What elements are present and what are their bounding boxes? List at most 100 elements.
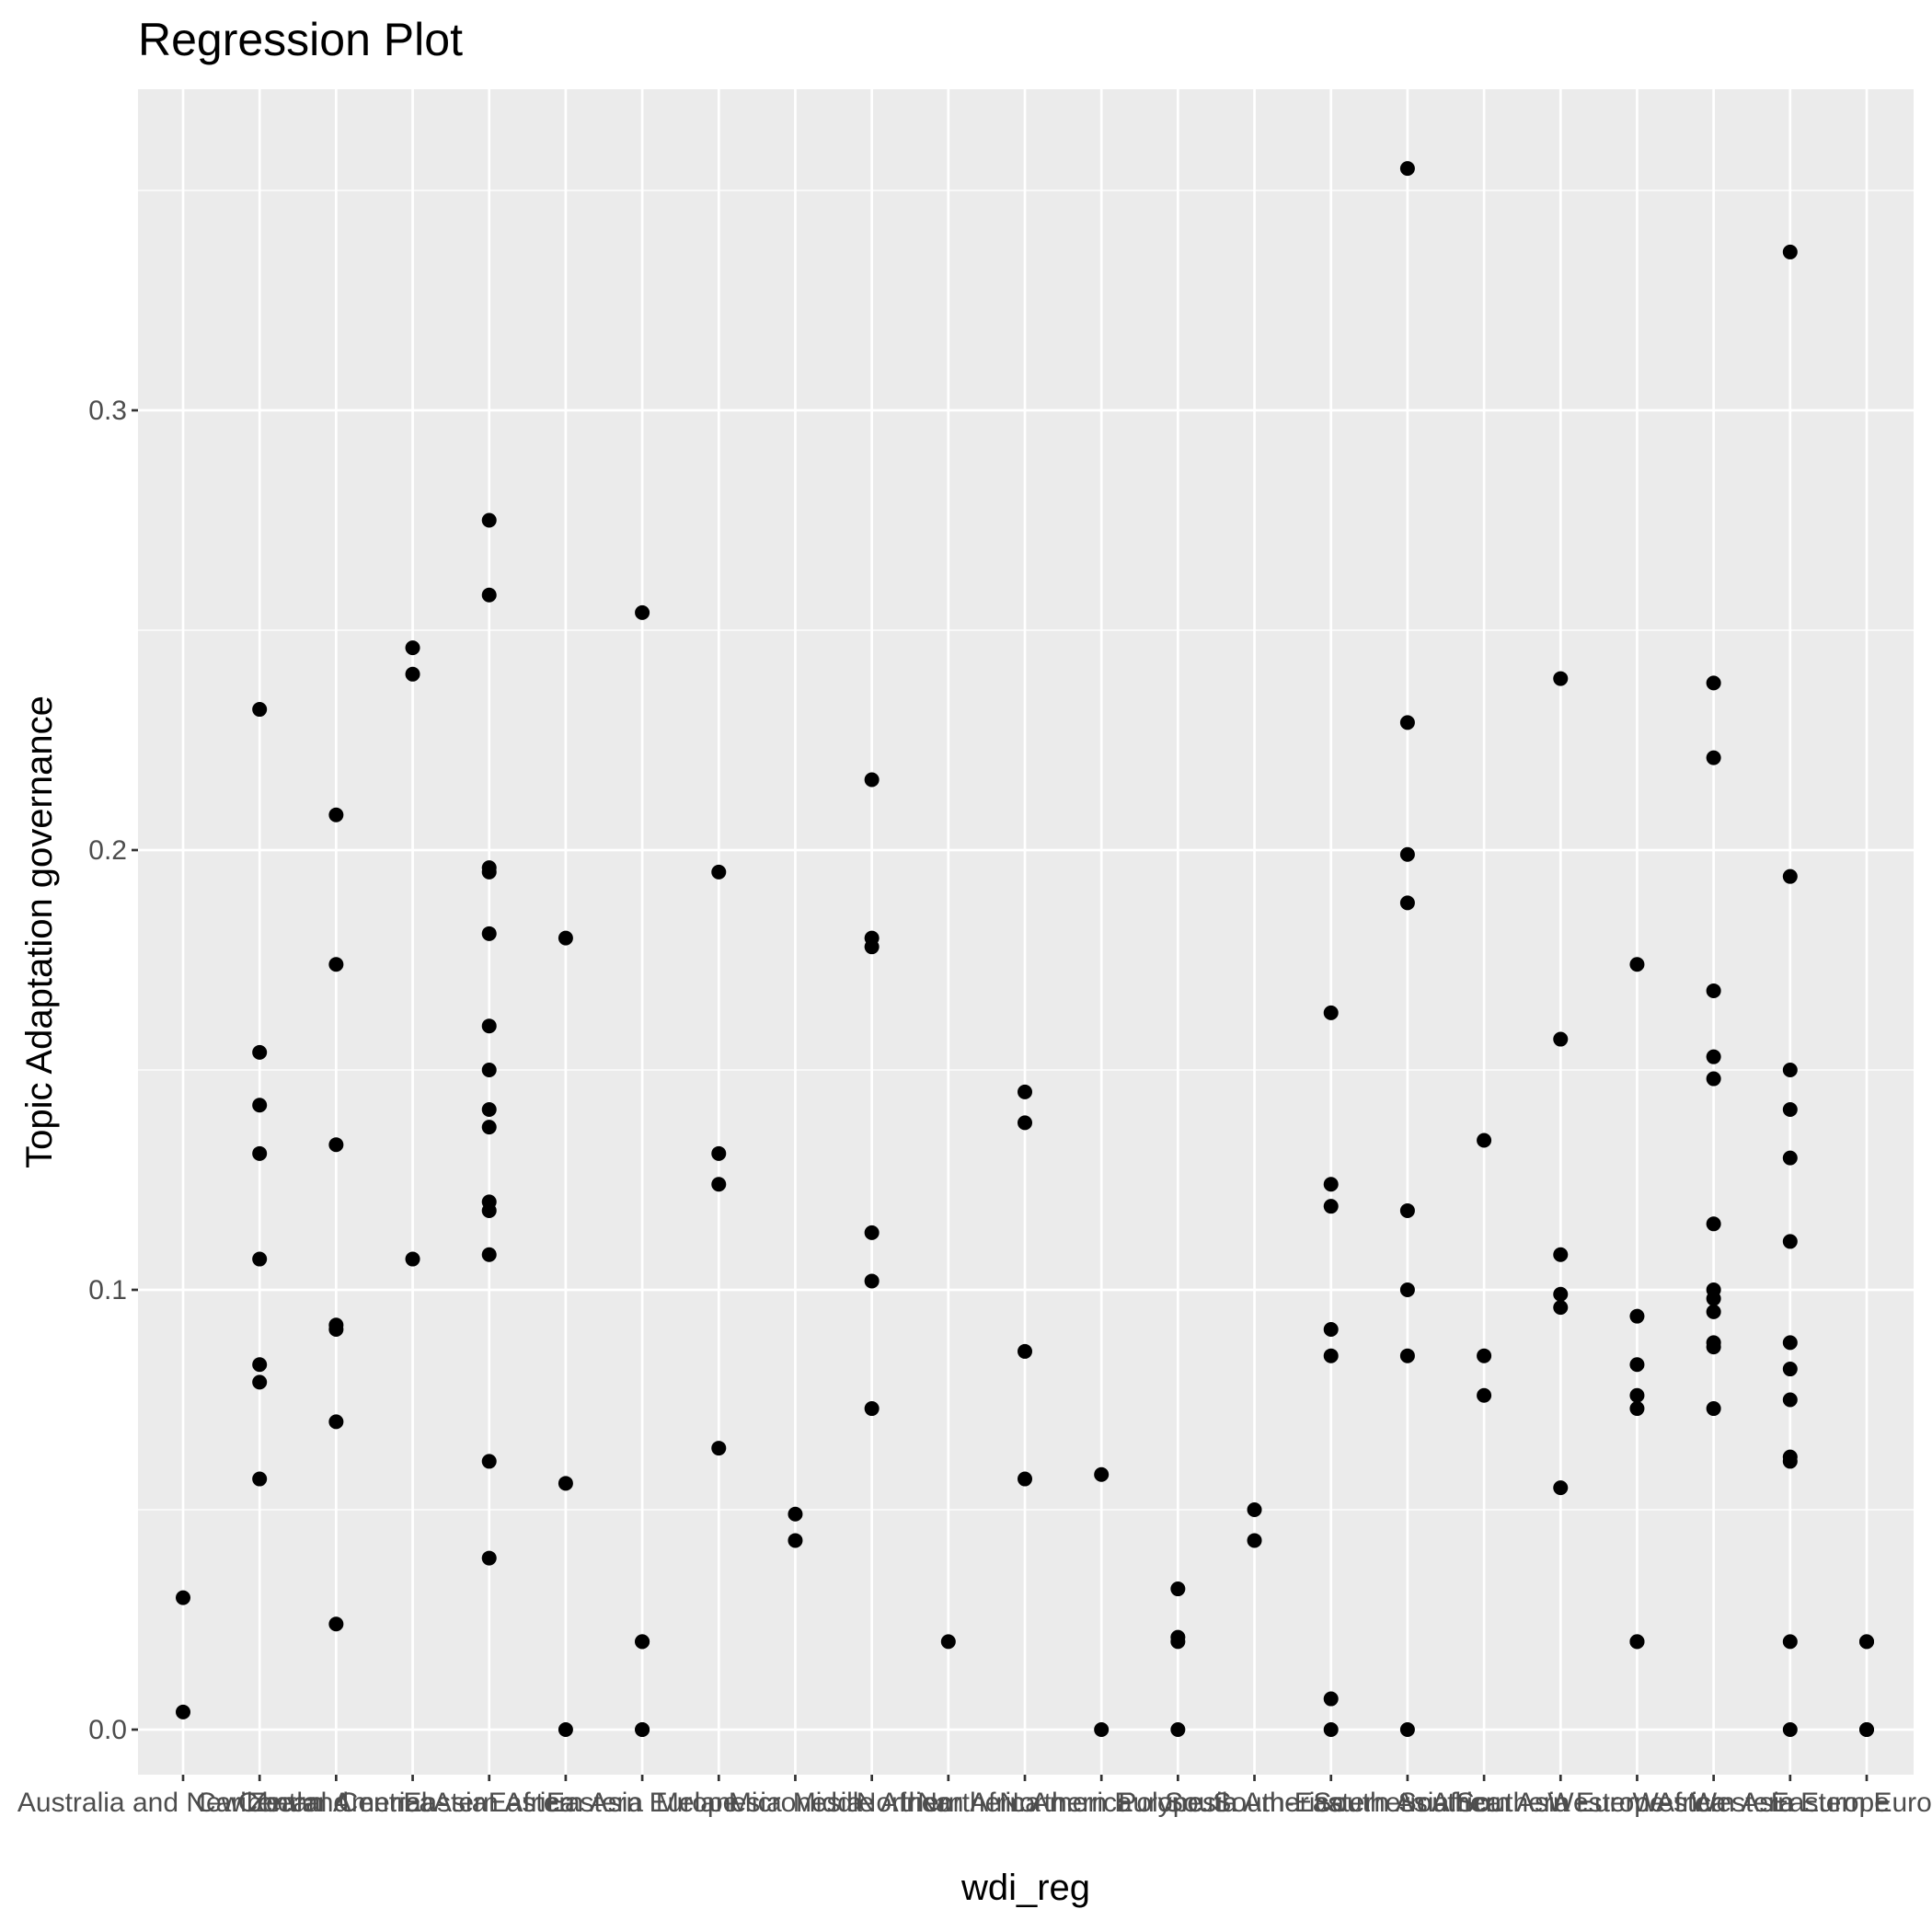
data-point (864, 772, 880, 788)
data-point (481, 1120, 497, 1135)
data-point (405, 1251, 420, 1267)
data-point (1323, 1722, 1339, 1737)
data-points (176, 161, 1874, 1737)
data-point (1859, 1634, 1874, 1650)
data-point (1323, 1177, 1339, 1192)
x-tick-label: Caribbean (196, 1788, 323, 1818)
data-point (1399, 895, 1415, 911)
y-tick-label: 0.2 (88, 835, 127, 866)
x-tick-label: Eastern Africa (403, 1788, 575, 1818)
data-point (328, 1414, 344, 1430)
data-point (1706, 1071, 1721, 1087)
data-point (1553, 1031, 1569, 1047)
x-tick-label: Southern Asia (1398, 1788, 1570, 1818)
x-tick-label: Northern America (917, 1788, 1133, 1818)
y-tick-label: 0.1 (88, 1275, 127, 1305)
data-point (635, 604, 650, 620)
data-point (1706, 1340, 1721, 1355)
data-point (252, 1251, 268, 1267)
data-point (1399, 1282, 1415, 1297)
data-point (481, 1247, 497, 1262)
data-point (1323, 1199, 1339, 1214)
data-point (1018, 1084, 1032, 1099)
data-point (1553, 671, 1569, 686)
x-tick-label: South-Eastern Asia (1213, 1788, 1449, 1818)
data-point (328, 1616, 344, 1632)
data-point (481, 1454, 497, 1469)
x-tick-label: Western Africa (1547, 1788, 1727, 1818)
data-point (1018, 1343, 1032, 1359)
x-tick-label: Central Asia (339, 1788, 488, 1818)
data-point (1629, 1387, 1645, 1403)
chart-title: Regression Plot (138, 14, 463, 65)
data-point (1170, 1581, 1186, 1597)
data-point (481, 1102, 497, 1118)
data-point (252, 1357, 268, 1373)
data-point (711, 1177, 727, 1192)
data-point (635, 1634, 650, 1650)
data-point (864, 1225, 880, 1240)
data-point (1782, 1150, 1798, 1166)
x-tick-label: Western Asia (1633, 1788, 1796, 1818)
data-point (1553, 1286, 1569, 1302)
x-tick-label: Southern Africa (1313, 1788, 1501, 1818)
data-point (252, 702, 268, 718)
x-tick-label: Western Europe (1691, 1788, 1890, 1818)
y-axis: 0.0 0.1 0.2 0.3 (88, 396, 138, 1745)
y-axis-title: Topic Adaptation governance (19, 696, 60, 1168)
data-point (1782, 244, 1798, 259)
data-point (1399, 715, 1415, 730)
data-point (1629, 1634, 1645, 1650)
data-point (328, 957, 344, 972)
data-point (1782, 1722, 1798, 1737)
data-point (1629, 957, 1645, 972)
data-point (1399, 1202, 1415, 1218)
data-point (940, 1634, 956, 1650)
data-point (864, 939, 880, 955)
x-tick-label: Middle Africa (793, 1788, 951, 1818)
data-point (1247, 1533, 1262, 1548)
data-point (252, 1471, 268, 1487)
data-point (1706, 1049, 1721, 1064)
major-gridlines (138, 89, 1914, 1775)
data-point (481, 864, 497, 880)
data-point (1477, 1387, 1492, 1403)
data-point (1477, 1133, 1492, 1148)
data-point (481, 1063, 497, 1077)
y-tick-label: 0.3 (88, 396, 127, 426)
x-tick-label: Polynesia (1118, 1788, 1237, 1818)
x-axis-title: wdi_reg (960, 1868, 1090, 1908)
data-point (252, 1374, 268, 1390)
x-tick-label: Central America (238, 1788, 435, 1818)
data-point (558, 930, 573, 946)
data-point (1782, 1392, 1798, 1408)
data-point (481, 512, 497, 528)
data-point (1477, 1348, 1492, 1363)
data-point (1399, 1348, 1415, 1363)
data-point (1170, 1634, 1186, 1650)
data-point (1629, 1308, 1645, 1324)
data-point (1323, 1005, 1339, 1020)
data-point (1782, 1102, 1798, 1118)
data-point (1706, 675, 1721, 691)
x-tick-label: Melanesia (656, 1788, 782, 1818)
data-point (481, 587, 497, 603)
x-tick-label: Eastern Europe (546, 1788, 738, 1818)
data-point (1323, 1348, 1339, 1363)
x-tick-label: Northern Europe (999, 1788, 1203, 1818)
data-point (252, 1145, 268, 1161)
data-point (252, 1044, 268, 1060)
data-point (1553, 1300, 1569, 1316)
data-point (711, 1441, 727, 1456)
data-point (864, 1401, 880, 1417)
data-point (1553, 1480, 1569, 1496)
x-axis: Australia and New ZealandCaribbeanCentra… (17, 1775, 1932, 1818)
data-point (1629, 1357, 1645, 1373)
data-point (1399, 1722, 1415, 1737)
data-point (1782, 1335, 1798, 1351)
data-point (252, 1098, 268, 1113)
data-point (1170, 1722, 1186, 1737)
data-point (1782, 1362, 1798, 1377)
data-point (1706, 1304, 1721, 1319)
